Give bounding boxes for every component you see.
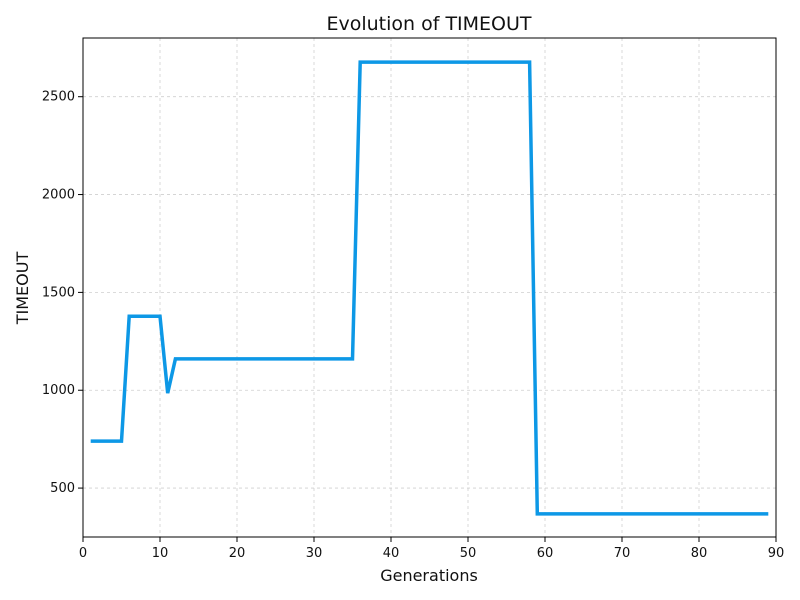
y-tick-label: 1500 [42, 285, 75, 300]
x-tick-label: 70 [614, 546, 631, 561]
x-tick-label: 30 [306, 546, 323, 561]
y-tick-label: 2000 [42, 188, 75, 203]
x-tick-label: 40 [383, 546, 400, 561]
x-tick-label: 60 [537, 546, 554, 561]
plot-frame [82, 37, 777, 538]
series-line-timeout [90, 60, 769, 516]
y-axis-label: TIMEOUT [13, 252, 32, 326]
chart-title: Evolution of TIMEOUT [326, 13, 531, 35]
x-axis-ticks: 0 10 20 30 40 50 60 70 80 90 [79, 537, 784, 561]
y-tick-label: 2500 [42, 90, 75, 105]
y-tick-label: 1000 [42, 383, 75, 398]
x-tick-label: 20 [229, 546, 246, 561]
x-tick-label: 80 [691, 546, 708, 561]
x-tick-label: 10 [152, 546, 169, 561]
x-tick-label: 90 [768, 546, 785, 561]
series-layer [90, 60, 769, 516]
y-tick-label: 500 [50, 481, 75, 496]
y-axis-ticks: 500 1000 1500 2000 2500 [42, 90, 83, 496]
x-tick-label: 50 [460, 546, 477, 561]
x-axis-label: Generations [380, 566, 478, 585]
x-tick-label: 0 [79, 546, 87, 561]
